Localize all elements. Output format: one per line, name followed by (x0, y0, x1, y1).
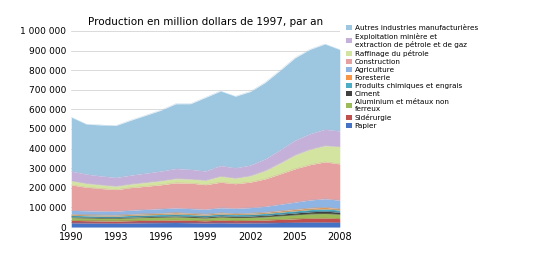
Title: Production en million dollars de 1997, par an: Production en million dollars de 1997, p… (88, 17, 323, 27)
Legend: Autres industries manufacturières, Exploitation minière et
extraction de pétrole: Autres industries manufacturières, Explo… (346, 25, 478, 129)
